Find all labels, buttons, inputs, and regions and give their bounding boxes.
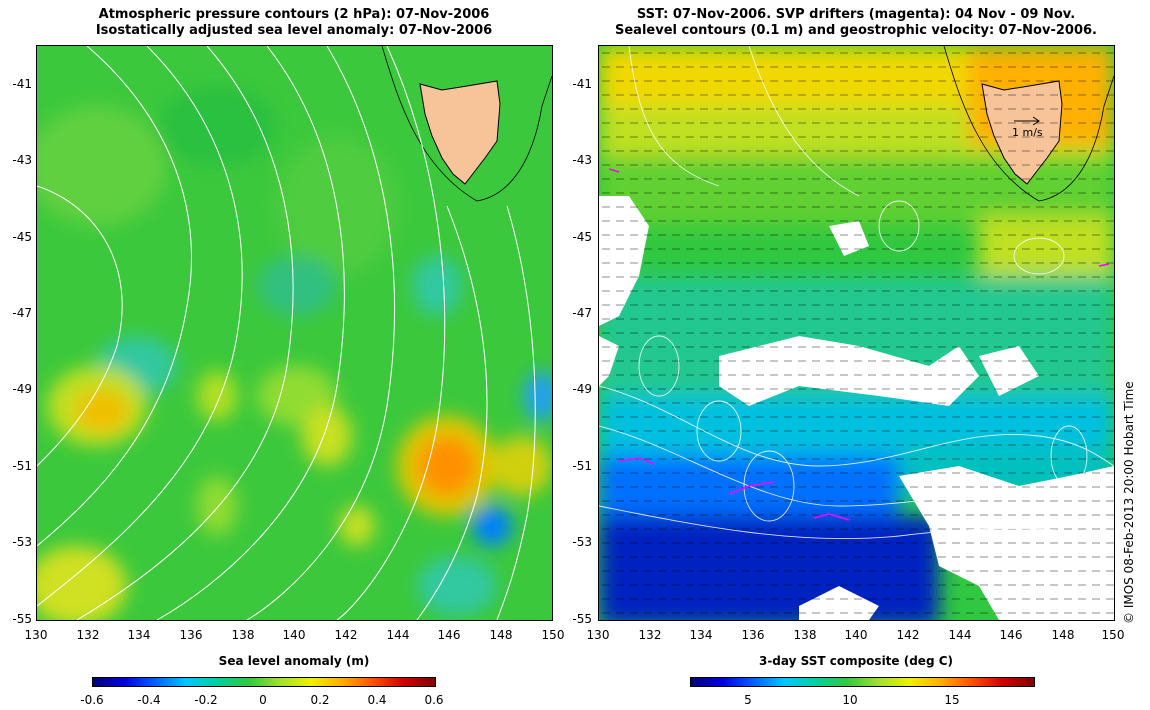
- right-y-tick: -51: [572, 459, 592, 473]
- left-x-tick: 144: [386, 628, 410, 642]
- left-y-tick: -53: [12, 535, 32, 549]
- left-y-tick: -45: [12, 230, 32, 244]
- right-x-tick: 136: [741, 628, 765, 642]
- right-y-tick: -49: [572, 382, 592, 396]
- right-colorbar-tick: 10: [842, 693, 858, 707]
- pressure-contours: [37, 46, 536, 620]
- left-colorbar-tick: 0.2: [310, 693, 330, 707]
- right-y-tick: -41: [572, 77, 592, 91]
- left-x-tick: 148: [489, 628, 513, 642]
- right-title-line2: Sealevel contours (0.1 m) and geostrophi…: [615, 23, 1097, 38]
- left-colorbar-tick: -0.6: [80, 693, 104, 707]
- velocity-scale-label: 1 m/s: [1012, 126, 1043, 139]
- left-colorbar-tick: -0.2: [194, 693, 218, 707]
- left-colorbar-tick: 0.4: [367, 693, 387, 707]
- left-x-tick: 130: [24, 628, 48, 642]
- right-y-tick: -43: [572, 153, 592, 167]
- sea-level-contours: [599, 46, 1114, 540]
- right-colorbar-tick: 15: [944, 693, 960, 707]
- right-y-tick: -55: [572, 612, 592, 626]
- right-colorbar-tick: 5: [744, 693, 752, 707]
- sea-level-colorbar: [92, 677, 436, 687]
- left-x-tick: 136: [179, 628, 203, 642]
- right-x-tick: 146: [999, 628, 1023, 642]
- left-x-tick: 138: [231, 628, 255, 642]
- right-x-tick: 150: [1101, 628, 1125, 642]
- left-y-tick: -47: [12, 306, 32, 320]
- left-y-tick: -51: [12, 459, 32, 473]
- left-title-line1: Atmospheric pressure contours (2 hPa): 0…: [98, 7, 490, 22]
- right-x-tick: 138: [793, 628, 817, 642]
- sea-level-anomaly-map: [36, 45, 553, 621]
- right-x-tick: 142: [896, 628, 920, 642]
- left-x-tick: 140: [282, 628, 306, 642]
- sst-map: 1 m/s: [598, 45, 1115, 621]
- right-x-tick: 132: [638, 628, 662, 642]
- left-colorbar-tick: -0.4: [137, 693, 161, 707]
- right-y-tick: -53: [572, 535, 592, 549]
- left-x-tick: 150: [541, 628, 565, 642]
- left-title-line2: Isostatically adjusted sea level anomaly…: [95, 23, 493, 38]
- velocity-scale-arrow: [1014, 116, 1040, 126]
- left-x-tick: 134: [127, 628, 151, 642]
- right-x-tick: 130: [586, 628, 610, 642]
- right-y-tick: -45: [572, 230, 592, 244]
- sst-field: [599, 46, 1114, 620]
- left-colorbar-tick: 0.6: [424, 693, 444, 707]
- sst-colorbar: [690, 677, 1035, 687]
- right-title-line1: SST: 07-Nov-2006. SVP drifters (magenta)…: [636, 7, 1076, 22]
- right-x-tick: 140: [844, 628, 868, 642]
- right-colorbar-title: 3-day SST composite (deg C): [758, 654, 954, 668]
- right-y-tick: -47: [572, 306, 592, 320]
- sea-level-anomaly-field: [37, 46, 552, 620]
- right-x-tick: 134: [689, 628, 713, 642]
- svp-drifter-tracks: [608, 168, 1110, 521]
- left-y-tick: -55: [12, 612, 32, 626]
- left-x-tick: 146: [437, 628, 461, 642]
- left-x-tick: 132: [76, 628, 100, 642]
- left-y-tick: -41: [12, 77, 32, 91]
- geostrophic-velocity-arrows: [599, 46, 1114, 620]
- left-x-tick: 142: [334, 628, 358, 642]
- left-colorbar-tick: 0: [259, 693, 267, 707]
- left-y-tick: -49: [12, 382, 32, 396]
- tasmania-land: [419, 80, 501, 185]
- right-x-tick: 148: [1051, 628, 1075, 642]
- right-x-tick: 144: [948, 628, 972, 642]
- left-colorbar-title: Sea level anomaly (m): [218, 654, 370, 668]
- copyright-text: © IMOS 08-Feb-2013 20:00 Hobart Time: [1122, 381, 1136, 624]
- left-y-tick: -43: [12, 153, 32, 167]
